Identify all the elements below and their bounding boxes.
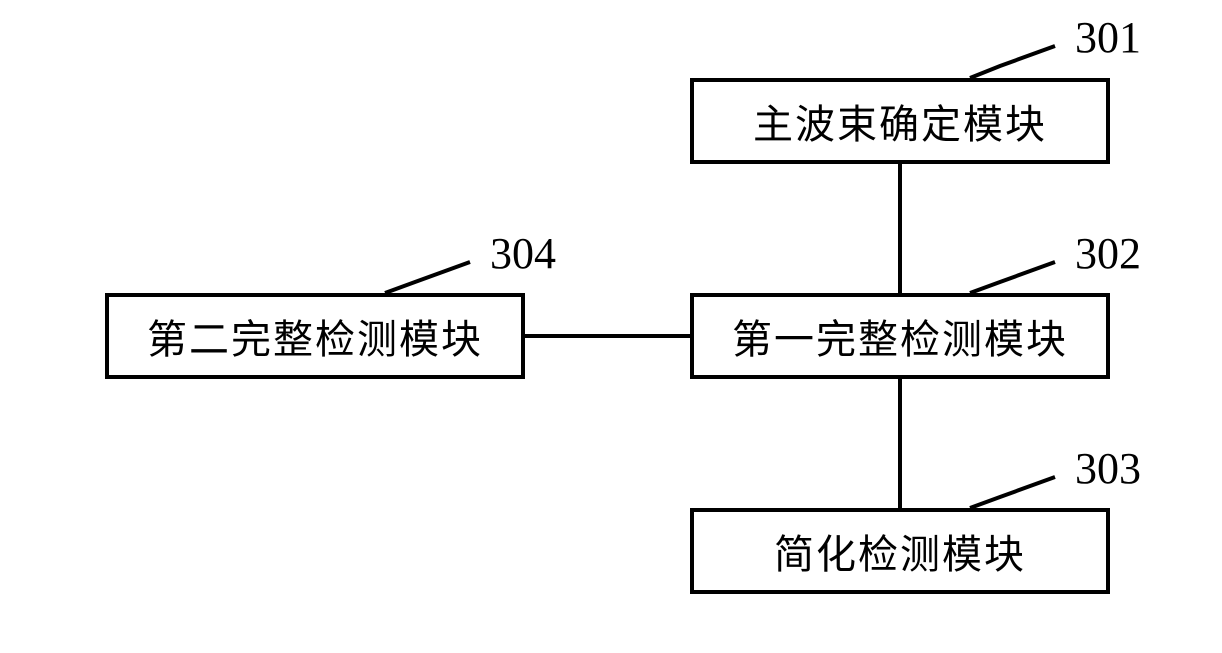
node-label: 主波束确定模块 <box>753 92 1047 150</box>
node-second-complete-detection-module: 第二完整检测模块 <box>105 293 525 379</box>
node-first-complete-detection-module: 第一完整检测模块 <box>690 293 1110 379</box>
diagram-canvas: 主波束确定模块 第一完整检测模块 简化检测模块 第二完整检测模块 301 302… <box>0 0 1222 653</box>
node-main-beam-determine-module: 主波束确定模块 <box>690 78 1110 164</box>
callout-number-303: 303 <box>1075 443 1141 494</box>
node-label: 简化检测模块 <box>774 522 1026 580</box>
node-label: 第一完整检测模块 <box>732 307 1068 365</box>
callout-number-302: 302 <box>1075 228 1141 279</box>
node-label: 第二完整检测模块 <box>147 307 483 365</box>
node-simplified-detection-module: 简化检测模块 <box>690 508 1110 594</box>
callout-number-304: 304 <box>490 228 556 279</box>
callout-number-301: 301 <box>1075 12 1141 63</box>
